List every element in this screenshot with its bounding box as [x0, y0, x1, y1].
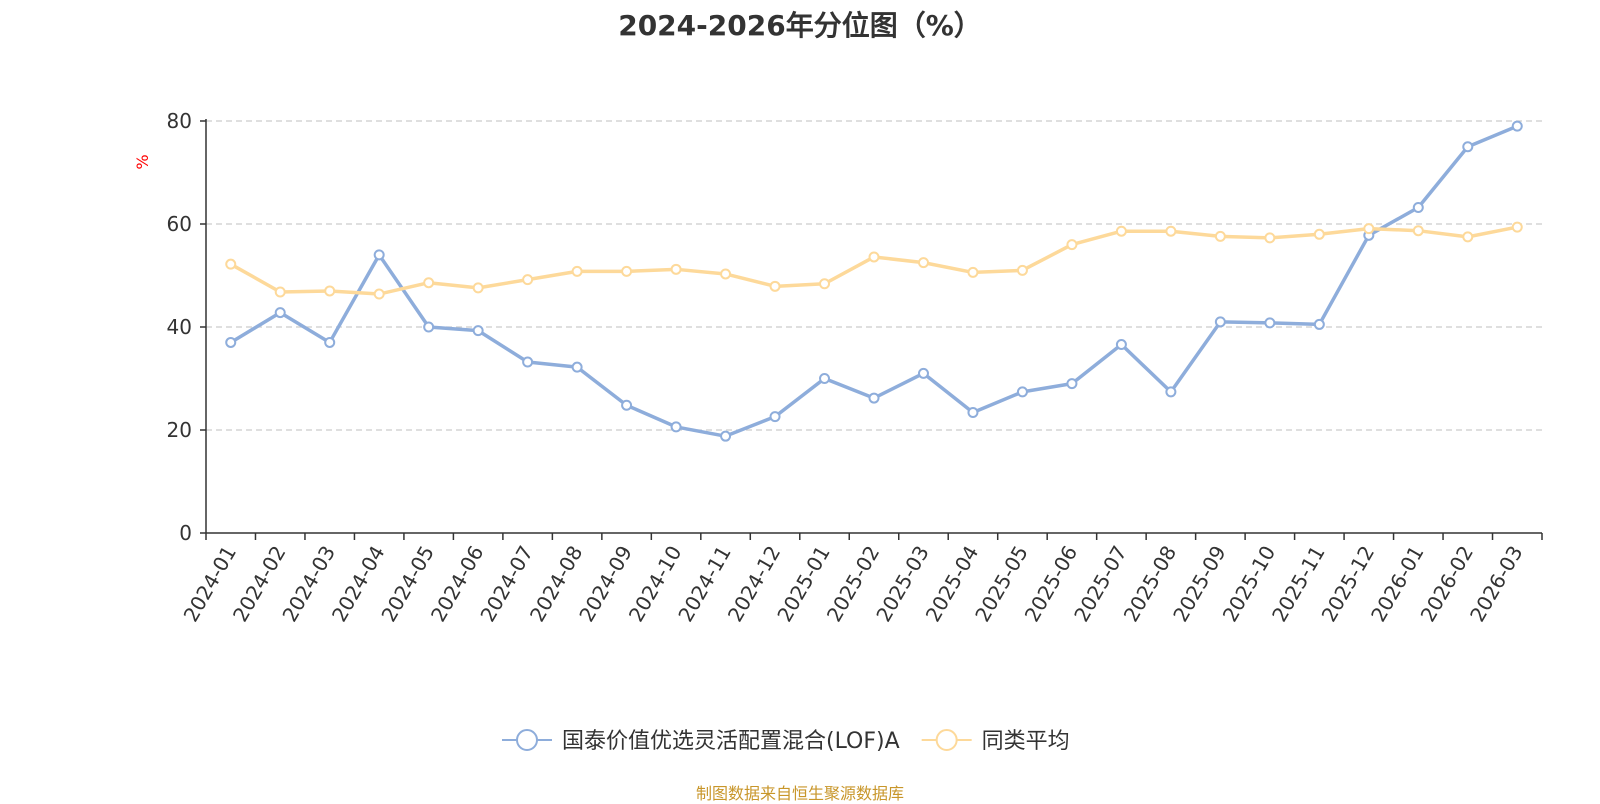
grid-layer [206, 120, 1542, 431]
y-tick-label: 80 [167, 109, 192, 133]
data-point[interactable] [1462, 141, 1474, 153]
data-point[interactable] [225, 336, 237, 348]
data-point[interactable] [1066, 378, 1078, 390]
data-point[interactable] [670, 421, 682, 433]
legend-item-1[interactable]: 国泰价值优选灵活配置混合(LOF)A [502, 729, 900, 754]
data-point[interactable] [522, 274, 534, 286]
data-point[interactable] [274, 307, 286, 319]
data-point[interactable] [1412, 202, 1424, 214]
data-point[interactable] [225, 258, 237, 270]
legend-item-2[interactable]: 同类平均 [921, 729, 1070, 754]
legend-label: 同类平均 [982, 729, 1070, 754]
data-point[interactable] [1313, 228, 1325, 240]
data-point[interactable] [373, 249, 385, 261]
data-point[interactable] [1264, 317, 1276, 329]
data-point[interactable] [324, 336, 336, 348]
data-point[interactable] [1115, 225, 1127, 237]
y-tick-label: 0 [179, 521, 192, 545]
data-point[interactable] [1313, 318, 1325, 330]
data-point[interactable] [868, 392, 880, 404]
data-point[interactable] [1462, 231, 1474, 243]
data-point[interactable] [522, 356, 534, 368]
data-point[interactable] [917, 257, 929, 269]
y-unit-label: % [133, 154, 152, 169]
data-point[interactable] [1165, 386, 1177, 398]
data-point[interactable] [423, 321, 435, 333]
data-point[interactable] [324, 285, 336, 297]
data-point[interactable] [769, 411, 781, 423]
data-point[interactable] [1511, 120, 1523, 132]
source-footer: 制图数据来自恒生聚源数据库 [695, 784, 904, 803]
data-point[interactable] [1016, 264, 1028, 276]
legend-label: 国泰价值优选灵活配置混合(LOF)A [562, 729, 900, 754]
y-tick-label: 20 [167, 418, 192, 442]
data-point[interactable] [373, 288, 385, 300]
data-point[interactable] [1115, 339, 1127, 351]
legend-marker [935, 729, 958, 751]
y-tick-label: 60 [167, 212, 192, 236]
series-layer [225, 120, 1523, 442]
data-point[interactable] [720, 268, 732, 280]
series-2 [225, 221, 1523, 300]
data-point[interactable] [917, 367, 929, 379]
data-point[interactable] [1214, 230, 1226, 242]
chart-title: 2024-2026年分位图（%） [618, 9, 982, 42]
data-point[interactable] [720, 430, 732, 442]
data-point[interactable] [1412, 225, 1424, 237]
data-point[interactable] [868, 251, 880, 263]
data-point[interactable] [819, 278, 831, 290]
data-point[interactable] [472, 325, 484, 337]
data-point[interactable] [1511, 221, 1523, 233]
series-1 [225, 120, 1523, 442]
data-point[interactable] [571, 361, 583, 373]
data-point[interactable] [819, 373, 831, 384]
data-point[interactable] [1264, 232, 1276, 244]
data-point[interactable] [670, 263, 682, 275]
data-point[interactable] [571, 265, 583, 277]
data-point[interactable] [274, 286, 286, 298]
y-tick-label: 40 [167, 315, 192, 339]
data-point[interactable] [1165, 225, 1177, 237]
legend-marker [516, 729, 538, 751]
data-point[interactable] [423, 277, 435, 289]
legend: 国泰价值优选灵活配置混合(LOF)A 同类平均 [502, 729, 1070, 754]
data-point[interactable] [1066, 239, 1078, 251]
data-point[interactable] [1214, 316, 1226, 328]
data-point[interactable] [472, 282, 484, 294]
data-point[interactable] [621, 399, 633, 411]
data-point[interactable] [967, 406, 979, 418]
axis-layer: 020406080%2024-012024-022024-032024-0420… [133, 109, 1543, 626]
data-point[interactable] [1016, 386, 1028, 398]
data-point[interactable] [967, 266, 979, 278]
data-point[interactable] [1363, 223, 1375, 235]
data-point[interactable] [769, 280, 781, 292]
data-point[interactable] [621, 265, 633, 277]
